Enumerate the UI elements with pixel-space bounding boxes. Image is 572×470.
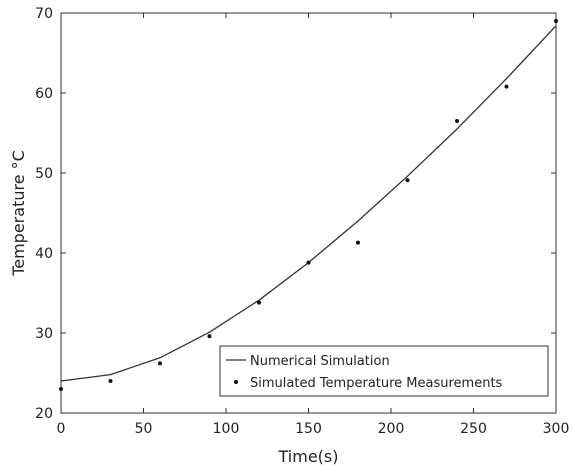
data-point-measurement: [554, 19, 558, 23]
y-tick-label: 70: [35, 6, 53, 22]
x-tick-label: 200: [378, 421, 405, 437]
x-tick-label: 0: [57, 421, 66, 437]
y-tick-label: 60: [35, 86, 53, 102]
x-tick-label: 50: [135, 421, 153, 437]
data-point-measurement: [59, 387, 63, 391]
data-point-measurement: [455, 119, 459, 123]
legend-label: Numerical Simulation: [250, 354, 390, 369]
y-tick-label: 30: [35, 326, 53, 342]
plot-area: 0 50 100 150 200 250 300 20 30 40 50 60 70 Time(s) Tem…: [9, 6, 569, 466]
y-tick-label: 40: [35, 246, 53, 262]
x-tick-label: 100: [213, 421, 240, 437]
x-tick-label: 300: [543, 421, 570, 437]
legend-swatch-marker: [234, 380, 238, 384]
data-point-measurement: [257, 300, 261, 305]
legend-label: Simulated Temperature Measurements: [250, 376, 503, 391]
data-point-measurement: [405, 178, 410, 183]
data-point-measurement: [158, 361, 162, 366]
legend-box: [219, 345, 549, 397]
x-axis-label: Time(s): [278, 447, 339, 466]
data-point-measurement: [504, 84, 509, 89]
x-tick-label: 250: [460, 421, 487, 437]
y-tick-label: 20: [35, 406, 53, 422]
series-line-numerical-simulation: [60, 25, 557, 382]
x-tick-label: 150: [295, 421, 322, 437]
y-axis-label: Temperature °C: [9, 150, 28, 277]
data-point-measurement: [306, 260, 311, 265]
y-tick-label: 50: [35, 166, 53, 182]
data-point-measurement: [108, 379, 113, 383]
data-point-measurement: [207, 334, 212, 339]
data-point-measurement: [356, 240, 360, 245]
